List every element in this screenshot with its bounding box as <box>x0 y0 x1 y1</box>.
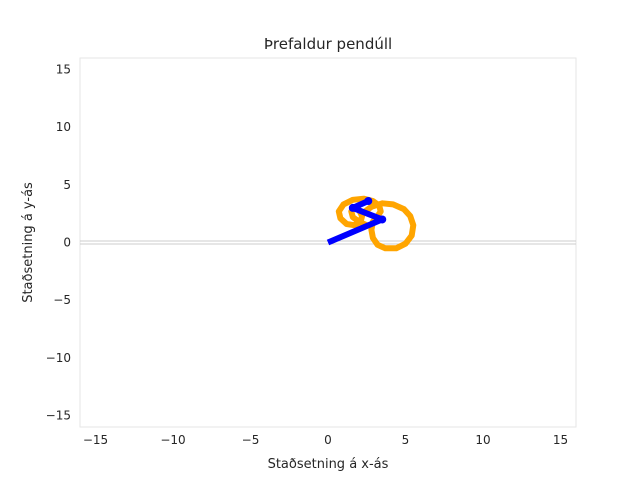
y-tick-label: −15 <box>46 408 71 422</box>
x-axis-label: Staðsetning á x-ás <box>268 457 389 472</box>
y-tick-label: 5 <box>63 178 71 192</box>
chart-title: Þrefaldur pendúll <box>264 35 392 53</box>
y-tick-label: 0 <box>63 236 71 250</box>
x-tick-label: 15 <box>553 433 568 447</box>
y-axis-label: Staðsetning á y-ás <box>21 182 36 303</box>
y-tick-label: 10 <box>56 120 71 134</box>
x-tick-label: −10 <box>160 433 185 447</box>
x-tick-label: 0 <box>324 433 332 447</box>
y-tick-label: −10 <box>46 351 71 365</box>
x-tick-label: −5 <box>242 433 260 447</box>
pendulum-joint <box>364 196 373 205</box>
x-tick-label: −15 <box>83 433 108 447</box>
pendulum-joint <box>348 203 357 212</box>
pendulum-joint <box>378 215 387 224</box>
x-tick-label: 10 <box>475 433 490 447</box>
plot-area-frame <box>79 57 577 428</box>
y-tick-label: 15 <box>56 63 71 77</box>
x-tick-label: 5 <box>402 433 410 447</box>
y-tick-label: −5 <box>53 293 71 307</box>
pendulum-arm-line <box>326 198 386 246</box>
